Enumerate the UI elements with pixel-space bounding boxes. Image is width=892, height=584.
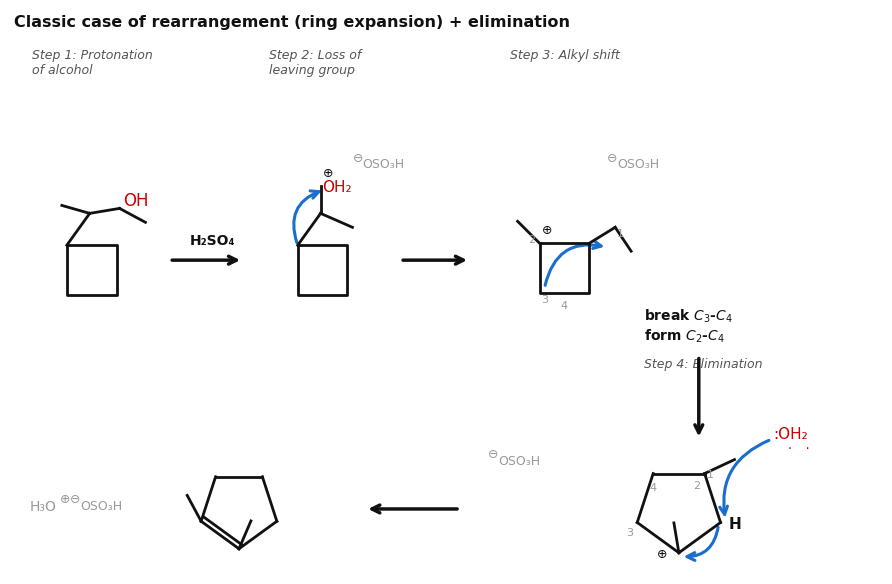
Text: H: H [729,517,741,532]
Text: Classic case of rearrangement (ring expansion) + elimination: Classic case of rearrangement (ring expa… [14,15,570,30]
Text: ·  ·: · · [788,444,811,454]
Text: 2: 2 [693,481,700,492]
Text: ⊕: ⊕ [323,166,333,179]
FancyArrowPatch shape [687,527,718,561]
FancyArrowPatch shape [545,241,601,286]
Text: ⊖: ⊖ [70,492,80,506]
Text: OSO₃H: OSO₃H [498,455,540,468]
Text: H₃O: H₃O [30,500,57,514]
Text: Step 4: Elimination: Step 4: Elimination [644,357,763,371]
Text: OH₂: OH₂ [323,180,352,195]
Text: ⊖: ⊖ [352,152,363,165]
Text: 4: 4 [649,484,657,493]
FancyArrowPatch shape [293,191,318,242]
Text: ⊕: ⊕ [657,548,667,561]
Text: OSO₃H: OSO₃H [79,500,122,513]
Text: OSO₃H: OSO₃H [362,158,405,171]
Text: :OH₂: :OH₂ [773,427,808,442]
Text: form $\mathit{C}_2$-$\mathit{C}_4$: form $\mathit{C}_2$-$\mathit{C}_4$ [644,328,725,345]
Text: 2: 2 [528,235,535,245]
Text: 3: 3 [541,295,549,305]
Text: ⊖: ⊖ [488,448,499,461]
Text: ⊖: ⊖ [607,152,618,165]
Text: OH: OH [123,193,149,210]
Text: ⊕: ⊕ [60,492,70,506]
Text: OSO₃H: OSO₃H [617,158,659,171]
Text: 3: 3 [626,529,633,538]
Text: Step 3: Alkyl shift: Step 3: Alkyl shift [509,49,620,62]
Text: H₂SO₄: H₂SO₄ [190,234,235,248]
Text: 1: 1 [617,230,624,239]
Text: break $\mathit{C}_3$-$\mathit{C}_4$: break $\mathit{C}_3$-$\mathit{C}_4$ [644,308,733,325]
Text: 1: 1 [706,470,714,479]
Text: ⊕: ⊕ [541,224,552,237]
FancyArrowPatch shape [720,440,769,515]
Text: Step 1: Protonation
of alcohol: Step 1: Protonation of alcohol [32,49,153,77]
Text: 4: 4 [561,301,568,311]
Text: Step 2: Loss of
leaving group: Step 2: Loss of leaving group [268,49,361,77]
